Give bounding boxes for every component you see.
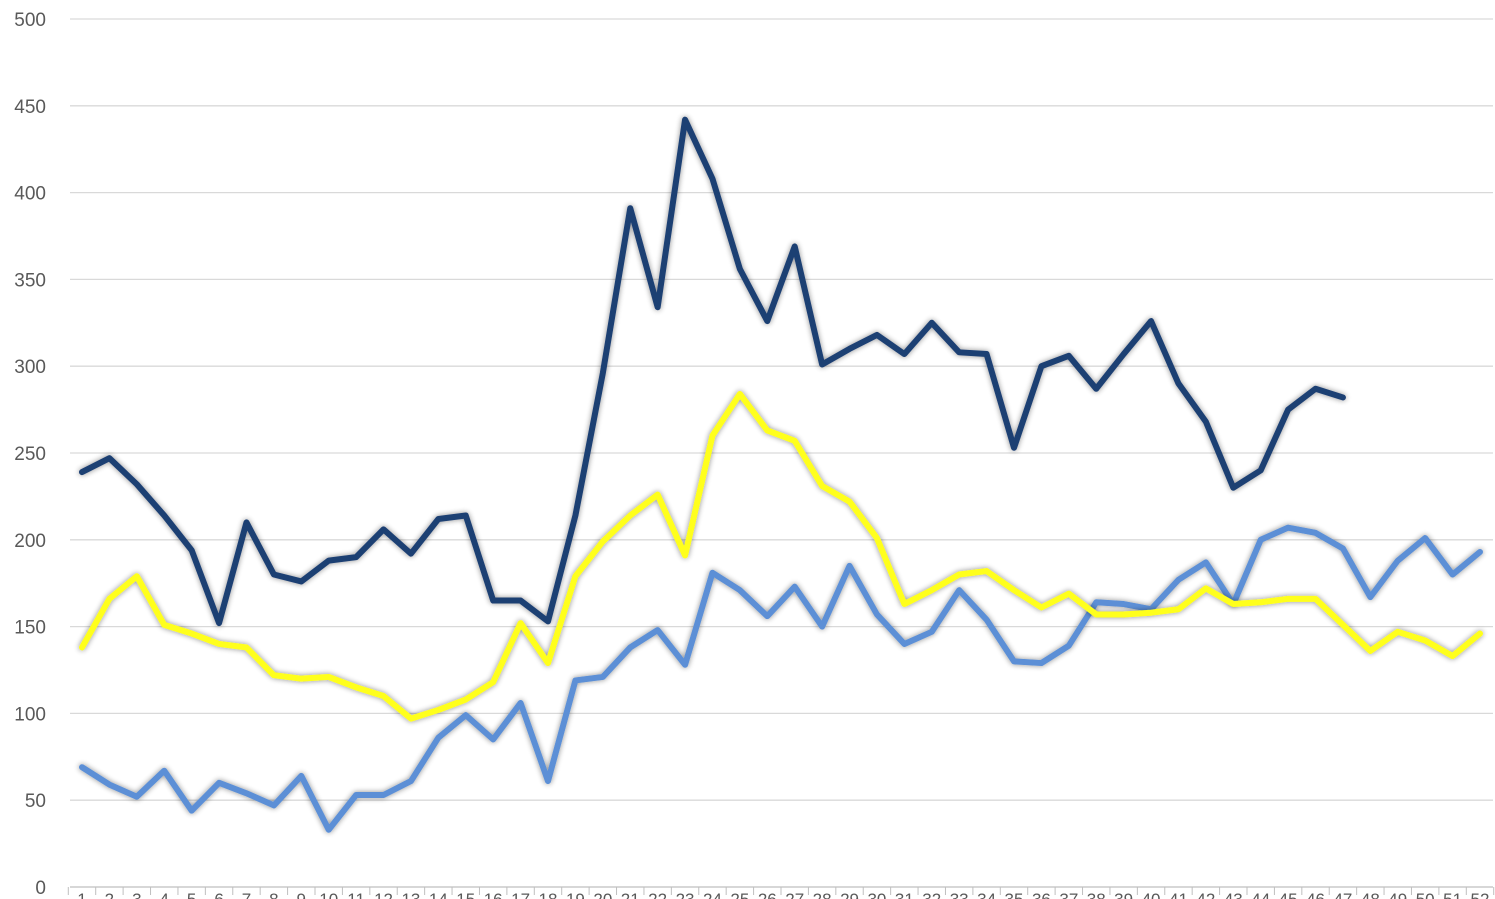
x-tick-label: 46 [1306,890,1325,899]
x-tick-label: 14 [429,890,448,899]
y-tick-label: 350 [14,270,46,291]
y-tick-label: 200 [14,531,46,552]
series-line-2 [79,524,1483,833]
x-tick-label: 30 [867,890,886,899]
x-tick-label: 13 [401,890,420,899]
x-tick-label: 41 [1169,890,1188,899]
gridlines [70,18,1493,801]
y-tick-label: 150 [14,618,46,639]
x-tick-label: 43 [1224,890,1243,899]
x-tick-label: 7 [242,890,251,899]
y-tick-label: 400 [14,184,46,205]
x-tick-label: 36 [1032,890,1051,899]
x-tick-label: 17 [511,890,530,899]
x-tick-label: 18 [539,890,558,899]
x-tick-label: 3 [132,890,141,899]
x-tick-label: 42 [1196,890,1215,899]
x-tick-label: 4 [160,890,169,899]
x-tick-label: 22 [648,890,667,899]
x-tick-label: 21 [621,890,640,899]
y-tick-label: 450 [14,97,46,118]
x-tick-label: 47 [1333,890,1352,899]
x-tick-label: 6 [214,890,223,899]
y-tick-label: 100 [14,704,46,725]
series-line-3 [79,390,1483,722]
x-tick-label: 23 [676,890,695,899]
x-tick-label: 15 [456,890,475,899]
x-tick-label: 12 [374,890,393,899]
x-axis: 1234567891011121314151617181920212223242… [67,886,1495,899]
x-tick-label: 28 [813,890,832,899]
x-tick-label: 26 [758,890,777,899]
x-tick-label: 16 [484,890,503,899]
x-tick-label: 27 [785,890,804,899]
x-tick-label: 49 [1388,890,1407,899]
x-tick-label: 38 [1087,890,1106,899]
x-tick-label: 37 [1059,890,1078,899]
x-tick-label: 33 [950,890,969,899]
x-tick-label: 11 [347,890,365,899]
x-tick-label: 5 [187,890,196,899]
x-tick-label: 35 [1005,890,1024,899]
y-tick-label: 0 [35,878,46,899]
x-tick-label: 48 [1361,890,1380,899]
y-tick-label: 300 [14,357,46,378]
x-tick-label: 32 [922,890,941,899]
series-line-1 [79,116,1346,627]
x-tick-label: 39 [1114,890,1133,899]
x-tick-label: 1 [77,890,86,899]
x-tick-label: 25 [730,890,749,899]
x-tick-label: 52 [1471,890,1490,899]
x-tick-label: 51 [1443,890,1462,899]
x-tick-label: 9 [297,890,306,899]
x-tick-label: 19 [566,890,585,899]
y-tick-label: 500 [14,10,46,31]
series-lines [79,116,1483,833]
x-tick-label: 45 [1279,890,1298,899]
y-tick-label: 250 [14,444,46,465]
x-tick-label: 2 [105,890,114,899]
y-axis-tick-labels: 0 50 100 150 200 250 300 350 400 450 500 [14,10,46,899]
x-tick-label: 50 [1416,890,1435,899]
x-tick-label: 20 [593,890,612,899]
x-tick-label: 34 [977,890,996,899]
x-tick-label: 31 [895,890,914,899]
x-tick-label: 10 [319,890,338,899]
x-tick-label: 8 [269,890,278,899]
x-tick-label: 24 [703,890,722,899]
x-tick-label: 40 [1142,890,1161,899]
x-tick-label: 44 [1251,890,1270,899]
x-tick-label: 29 [840,890,859,899]
y-tick-label: 50 [25,791,46,812]
